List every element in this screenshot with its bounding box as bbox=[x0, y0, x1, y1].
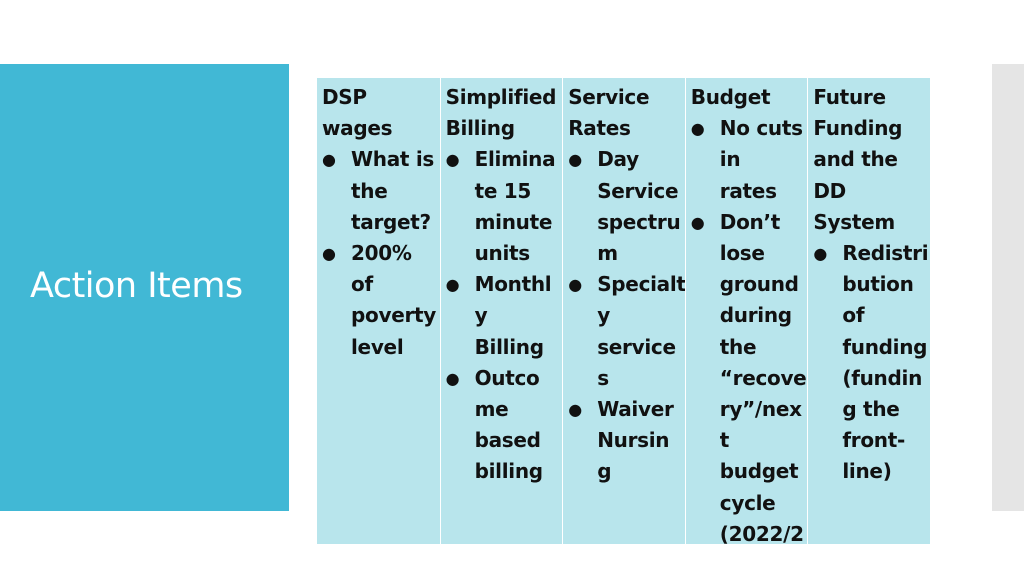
bullet-dot-icon: ● bbox=[568, 400, 582, 420]
list-item: ● Elimina te 15 minute units bbox=[446, 144, 559, 269]
column-header: Budget bbox=[690, 85, 771, 109]
bullet-list: ● What is the target? ● 200% of poverty le… bbox=[322, 144, 436, 362]
list-item: ● What is the target? bbox=[322, 144, 436, 238]
list-item-text: Day Service spectru m bbox=[597, 147, 681, 266]
bullet-dot-icon: ● bbox=[813, 244, 828, 264]
bullet-list: ● Elimina te 15 minute units ● Monthl y Bi… bbox=[446, 144, 559, 487]
bullet-list: ● Day Service spectru m ● Specialt y servi… bbox=[568, 144, 685, 488]
bullet-dot-icon: ● bbox=[690, 212, 705, 232]
list-item-text: Monthl y Billing bbox=[474, 272, 552, 359]
list-item: ● Redistri bution of funding (fundin g th… bbox=[813, 238, 929, 488]
list-item-text: No cuts in rates bbox=[719, 116, 803, 203]
list-item: ● Don’t lose ground during the “recove ry… bbox=[690, 207, 807, 544]
bullet-dot-icon: ● bbox=[568, 150, 582, 170]
list-item: ● Outco me based billing bbox=[446, 363, 559, 488]
bullet-list: ● No cuts in rates ● Don’t lose ground dur… bbox=[690, 113, 807, 544]
column-header: DSP wages bbox=[322, 85, 393, 141]
list-item-text: Specialt y service s bbox=[597, 272, 685, 390]
table-column-service-rates: Service Rates ● Day Service spectru m ● Sp… bbox=[562, 78, 685, 544]
list-item-text: 200% of poverty level bbox=[351, 241, 437, 359]
list-item-text: Don’t lose ground during the “recove ry”… bbox=[719, 209, 807, 544]
bullet-dot-icon: ● bbox=[445, 368, 460, 388]
list-item: ● Day Service spectru m bbox=[568, 144, 681, 269]
column-header: Simplified Billing bbox=[445, 85, 557, 141]
list-item: ● No cuts in rates bbox=[691, 113, 804, 207]
table-column-simplified-billing: Simplified Billing ● Elimina te 15 minute… bbox=[439, 78, 563, 544]
action-items-table: DSP wages ● What is the target? ● 200% of … bbox=[317, 78, 930, 544]
list-item-text: Redistri bution of funding (fundin g the… bbox=[842, 241, 929, 484]
title-panel bbox=[0, 64, 289, 511]
bullet-dot-icon: ● bbox=[445, 150, 460, 170]
bullet-dot-icon: ● bbox=[445, 275, 460, 295]
column-header: Future Funding and the DD System bbox=[813, 85, 903, 234]
bullet-dot-icon: ● bbox=[322, 244, 336, 264]
list-item-text: Outco me based billing bbox=[474, 365, 544, 484]
bullet-list: ● Redistri bution of funding (fundin g th… bbox=[813, 238, 929, 488]
table-column-future-funding: Future Funding and the DD System ● Redist… bbox=[807, 78, 930, 544]
list-item: ● Waiver Nursin g bbox=[568, 394, 681, 488]
list-item: ● 200% of poverty level bbox=[322, 238, 436, 363]
bullet-dot-icon: ● bbox=[690, 119, 705, 139]
bullet-dot-icon: ● bbox=[568, 275, 582, 295]
list-item-text: What is the target? bbox=[351, 147, 434, 234]
list-item-text: Waiver Nursin g bbox=[597, 397, 674, 484]
list-item-text: Elimina te 15 minute units bbox=[474, 147, 556, 266]
bullet-dot-icon: ● bbox=[322, 150, 336, 170]
list-item: ● Monthl y Billing bbox=[446, 269, 559, 363]
list-item: ● Specialt y service s bbox=[568, 269, 685, 394]
table-column-budget: Budget ● No cuts in rates ● Don’t lose gro… bbox=[684, 78, 808, 544]
right-decorative-bar bbox=[992, 64, 1024, 511]
slide-title: Action Items bbox=[30, 266, 243, 306]
column-header: Service Rates bbox=[568, 85, 650, 141]
table-column-dsp-wages: DSP wages ● What is the target? ● 200% of … bbox=[317, 78, 440, 544]
